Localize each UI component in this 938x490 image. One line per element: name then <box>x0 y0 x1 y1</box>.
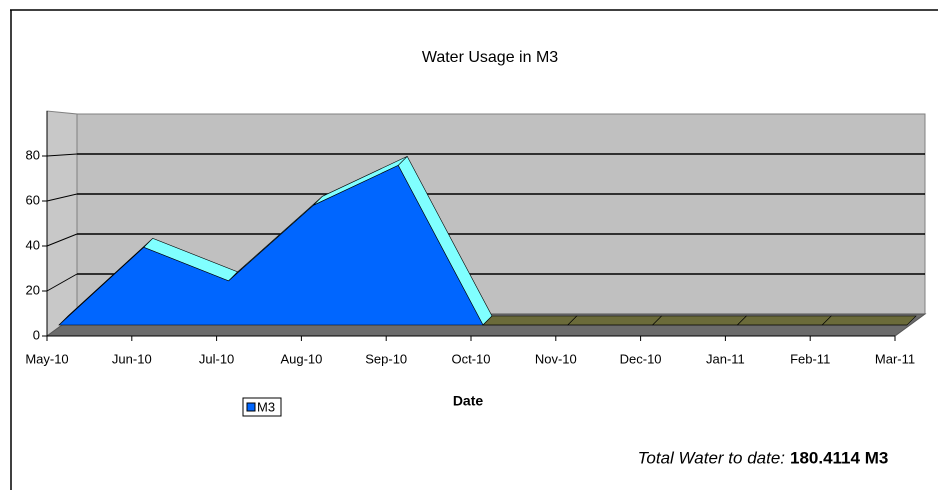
area-top-face <box>821 315 917 326</box>
x-tick-label: Nov-10 <box>535 351 577 366</box>
grid-line <box>46 193 78 202</box>
grid-line <box>46 153 78 157</box>
area-top-face <box>736 315 832 326</box>
area-top-face <box>651 315 748 326</box>
x-tick-label: Feb-11 <box>790 351 830 366</box>
x-tick-label: Sep-10 <box>365 351 407 366</box>
y-tick-label: 40 <box>26 237 40 252</box>
x-tick-label: Jan-11 <box>706 351 745 366</box>
x-tick-label: Jul-10 <box>199 351 234 366</box>
x-tick-label: Aug-10 <box>280 351 322 366</box>
x-tick-label: Jun-10 <box>112 351 152 366</box>
side-wall <box>46 110 78 337</box>
x-tick-label: Oct-10 <box>451 351 490 366</box>
total-value: 180.4114 M3 <box>790 448 888 467</box>
total-label: Total Water to date: <box>638 448 786 467</box>
grid-line <box>46 273 78 292</box>
y-tick-label: 20 <box>26 282 40 297</box>
y-tick-label: 80 <box>26 147 40 162</box>
area <box>58 165 907 326</box>
area-top-face <box>567 315 663 326</box>
legend-label: M3 <box>257 399 275 414</box>
x-tick-label: May-10 <box>25 351 68 366</box>
y-tick-label: 0 <box>33 327 40 342</box>
grid-line <box>46 233 78 247</box>
chart-title: Water Usage in M3 <box>422 49 558 66</box>
y-tick-label: 60 <box>26 192 40 207</box>
x-axis-label: Date <box>453 393 484 409</box>
area-top-face <box>482 315 578 326</box>
x-tick-label: Mar-11 <box>875 351 915 366</box>
legend-swatch <box>246 402 256 412</box>
x-tick-label: Dec-10 <box>620 351 662 366</box>
